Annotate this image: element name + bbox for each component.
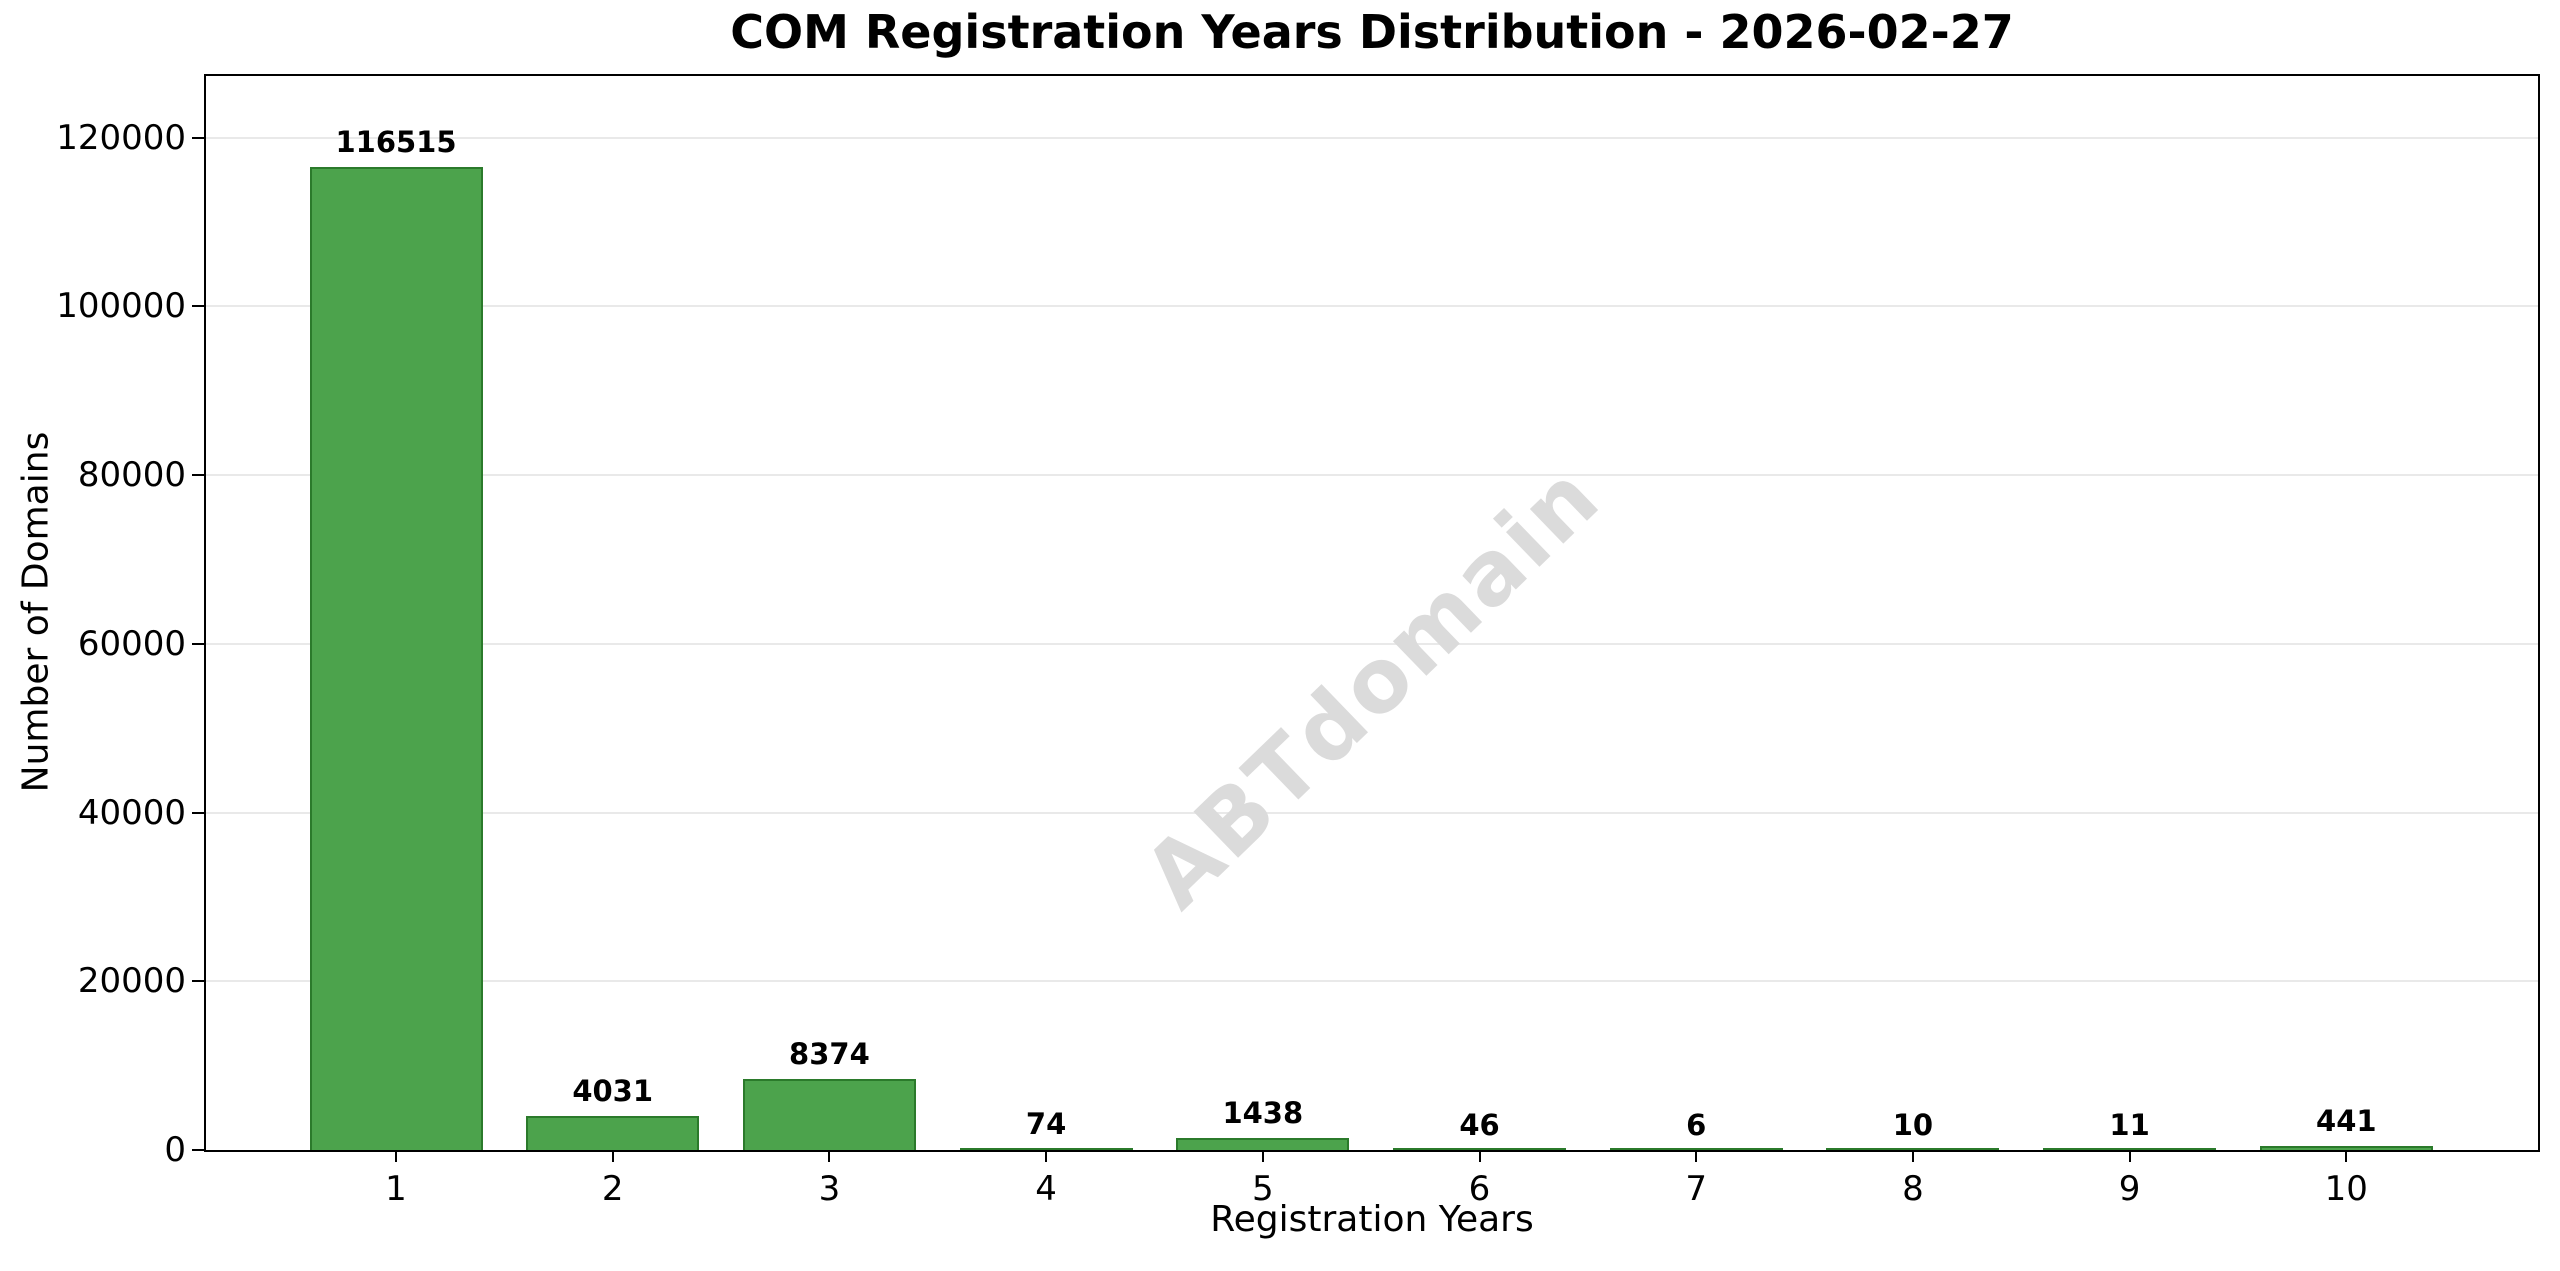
gridline <box>206 474 2538 477</box>
bar-value-label: 46 <box>1459 1107 1500 1142</box>
x-tick-label: 4 <box>1035 1169 1057 1209</box>
x-tick-mark <box>1478 1150 1481 1162</box>
bar <box>2259 1146 2433 1150</box>
bar-value-label: 8374 <box>789 1037 870 1072</box>
x-tick-label: 6 <box>1468 1169 1491 1209</box>
x-tick-label: 3 <box>818 1169 841 1209</box>
x-tick-mark <box>611 1150 614 1162</box>
bar-value-label: 4031 <box>572 1074 654 1108</box>
y-tick-mark <box>192 136 204 139</box>
bar <box>526 1116 700 1150</box>
x-tick-label: 5 <box>1251 1169 1274 1209</box>
x-tick-mark <box>1695 1150 1698 1162</box>
x-tick-mark <box>828 1150 831 1162</box>
bar <box>742 1079 916 1150</box>
y-tick-label: 80000 <box>77 455 186 496</box>
bar-value-label: 11 <box>2109 1107 2150 1142</box>
x-axis-title: Registration Years <box>1210 1199 1534 1240</box>
bar <box>309 167 483 1150</box>
gridline <box>206 980 2538 983</box>
y-tick-label: 40000 <box>77 792 186 833</box>
y-axis-title: Number of Domains <box>15 431 57 793</box>
y-tick-mark <box>192 811 204 814</box>
x-tick-label: 8 <box>1902 1169 1924 1209</box>
x-tick-label: 10 <box>2324 1169 2368 1209</box>
x-tick-mark <box>1911 1150 1914 1162</box>
y-tick-mark <box>192 980 204 983</box>
x-tick-mark <box>1045 1150 1048 1162</box>
bar-value-label: 1438 <box>1222 1095 1304 1130</box>
plot-area: ABTdomain 0 20000 40000 60000 80000 100000 120… <box>56 74 2540 1206</box>
bar <box>2043 1148 2217 1150</box>
x-tick-mark <box>1261 1150 1264 1162</box>
y-tick-mark <box>192 1149 204 1151</box>
x-tick-label: 9 <box>2118 1169 2141 1209</box>
watermark: ABTdomain <box>1124 444 1620 928</box>
y-tick-label: 20000 <box>77 961 186 1002</box>
x-tick-label: 7 <box>1685 1169 1708 1209</box>
y-tick-label: 0 <box>164 1130 186 1170</box>
chart-title: COM Registration Years Distribution - 20… <box>730 5 2014 59</box>
y-tick-mark <box>192 474 204 477</box>
x-tick-mark <box>395 1150 397 1162</box>
gridline <box>206 811 2538 814</box>
bar <box>1393 1148 1566 1150</box>
y-tick-mark <box>192 642 204 645</box>
gridline <box>206 642 2538 645</box>
bar-value-label: 10 <box>1892 1107 1934 1142</box>
bar <box>959 1148 1133 1150</box>
x-tick-mark <box>2128 1150 2131 1162</box>
gridline <box>206 136 2538 139</box>
bar-value-label: 441 <box>2316 1104 2377 1139</box>
x-tick-label: 1 <box>385 1169 407 1209</box>
x-tick-label: 2 <box>601 1169 624 1209</box>
x-tick-mark <box>2345 1150 2348 1162</box>
bar-value-label: 116515 <box>335 125 457 159</box>
bar-value-label: 74 <box>1025 1107 1067 1142</box>
gridline <box>206 305 2538 308</box>
y-tick-label: 100000 <box>56 286 186 327</box>
y-tick-mark <box>192 305 204 308</box>
bar <box>1826 1148 2000 1150</box>
bar-value-label: 6 <box>1686 1107 1707 1142</box>
bar <box>1176 1137 1350 1150</box>
y-tick-label: 60000 <box>77 623 186 664</box>
bar <box>1609 1148 1783 1150</box>
y-tick-label: 120000 <box>56 117 186 158</box>
